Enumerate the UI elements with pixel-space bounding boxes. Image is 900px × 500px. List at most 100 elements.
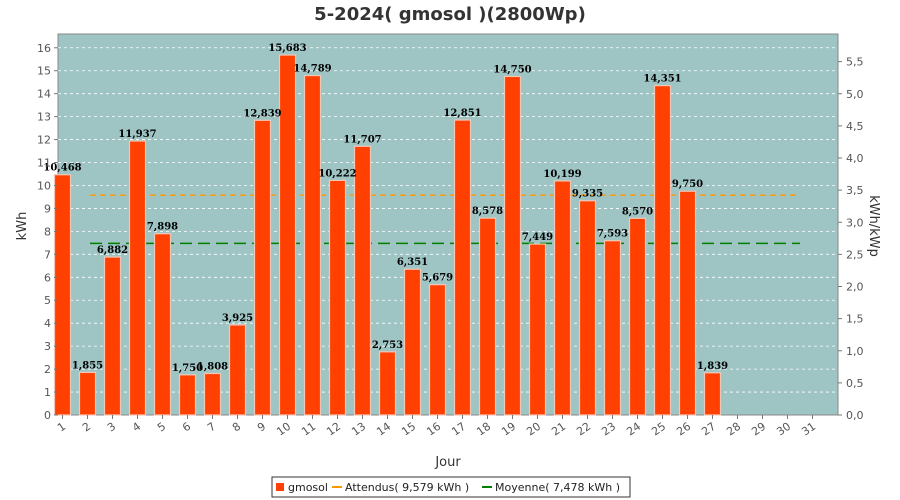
- bar: [428, 284, 447, 416]
- bar: [228, 324, 247, 416]
- y-tick-label: 4: [44, 317, 51, 330]
- data-label: 11,707: [343, 134, 381, 145]
- bar: [203, 372, 222, 416]
- data-label: 12,851: [443, 108, 481, 119]
- data-label: 7,449: [522, 232, 553, 243]
- x-axis: 1 2 3 4 5 6 7 8 9 10 11 12 13 14 15 16 17 18 19 20 21 22 23 24 2…: [55, 415, 818, 438]
- bar: [253, 119, 272, 416]
- y2-tick-label: 1,0: [846, 345, 864, 358]
- data-label: 6,351: [397, 257, 428, 268]
- y-tick-label: 15: [37, 65, 51, 78]
- bar: [478, 217, 497, 416]
- y2-axis-label: kWh/kWp: [866, 195, 881, 257]
- y-tick-label: 7: [44, 248, 51, 261]
- x-tick-label: 22: [574, 420, 593, 439]
- plot-area: [57, 33, 839, 416]
- x-tick-label: 13: [349, 420, 368, 439]
- bar: [553, 180, 572, 416]
- bar: [103, 256, 122, 416]
- y-tick-label: 8: [44, 225, 51, 238]
- data-label: 8,578: [472, 206, 503, 217]
- bar: [703, 372, 722, 416]
- bar: [503, 75, 522, 416]
- y-axis-label: kWh: [15, 212, 30, 241]
- x-tick-label: 26: [674, 420, 693, 439]
- x-tick-label: 2: [80, 420, 93, 435]
- y-tick-label: 12: [37, 134, 51, 147]
- data-label: 10,468: [43, 163, 81, 174]
- x-tick-label: 19: [499, 420, 518, 439]
- legend-label-attendus: Attendus( 9,579 kWh ): [345, 481, 469, 494]
- x-tick-label: 18: [474, 420, 493, 439]
- y-tick-label: 11: [37, 157, 51, 170]
- data-label: 10,199: [543, 169, 581, 180]
- data-label: 2,753: [372, 340, 403, 351]
- bar: [53, 174, 72, 416]
- y2-tick-label: 0,5: [846, 377, 864, 390]
- bar: [78, 371, 97, 416]
- data-label: 12,839: [243, 108, 281, 119]
- y-tick-label: 13: [37, 111, 51, 124]
- bar: [628, 217, 647, 416]
- x-tick-label: 27: [699, 420, 718, 439]
- data-label: 9,750: [672, 179, 703, 190]
- legend-swatch-gmosol: [276, 483, 284, 491]
- legend-label-moyenne: Moyenne( 7,478 kWh ): [495, 481, 620, 494]
- bar: [278, 54, 297, 416]
- y2-tick-label: 0,0: [846, 409, 864, 422]
- x-tick-label: 31: [799, 420, 818, 439]
- bar: [328, 179, 347, 416]
- y-tick-label: 14: [37, 88, 51, 101]
- legend: gmosol Attendus( 9,579 kWh ) Moyenne( 7,47…: [271, 476, 631, 498]
- x-tick-label: 11: [299, 420, 318, 439]
- y-tick-label: 0: [44, 409, 51, 422]
- data-label: 14,789: [293, 64, 331, 75]
- bar: [128, 140, 147, 416]
- x-tick-label: 5: [155, 420, 168, 435]
- bar: [678, 190, 697, 416]
- x-tick-label: 6: [180, 420, 193, 435]
- bar: [303, 74, 322, 416]
- x-tick-label: 21: [549, 420, 568, 439]
- data-label: 8,570: [622, 206, 653, 217]
- data-label: 10,222: [318, 168, 356, 179]
- y2-tick-label: 5,5: [846, 56, 864, 69]
- data-label: 11,937: [118, 129, 156, 140]
- y-axis-right: 0,0 0,5 1,0 1,5 2,0 2,5 3,0 3,5 4,0 4,5 5,0 5,5: [838, 56, 864, 422]
- bars: [53, 54, 722, 416]
- bar: [578, 200, 597, 416]
- bar: [603, 240, 622, 416]
- bar: [153, 233, 172, 416]
- x-axis-label: Jour: [434, 455, 461, 470]
- x-tick-label: 25: [649, 420, 668, 439]
- x-tick-label: 14: [374, 420, 393, 439]
- data-label: 1,808: [197, 362, 228, 373]
- legend-label-gmosol: gmosol: [288, 481, 328, 494]
- x-tick-label: 24: [624, 420, 643, 439]
- data-label: 6,882: [97, 245, 128, 256]
- y2-tick-label: 4,0: [846, 152, 864, 165]
- bar: [378, 351, 397, 416]
- y-tick-label: 2: [44, 363, 51, 376]
- x-tick-label: 15: [399, 420, 418, 439]
- y-tick-label: 6: [44, 271, 51, 284]
- data-label: 9,335: [572, 189, 603, 200]
- data-label: 7,898: [147, 222, 178, 233]
- bar: [653, 85, 672, 416]
- x-tick-label: 28: [724, 420, 743, 439]
- y2-tick-label: 3,0: [846, 216, 864, 229]
- bar: [353, 145, 372, 416]
- y2-tick-label: 2,5: [846, 248, 864, 261]
- data-label: 5,679: [422, 273, 453, 284]
- x-tick-label: 7: [205, 420, 218, 435]
- x-tick-label: 30: [774, 420, 793, 439]
- x-tick-label: 12: [324, 420, 343, 439]
- y2-tick-label: 5,0: [846, 88, 864, 101]
- data-label: 14,750: [493, 64, 531, 75]
- data-label: 1,855: [72, 360, 103, 371]
- x-tick-label: 3: [105, 420, 118, 435]
- x-tick-label: 8: [230, 420, 243, 435]
- grid-lines: [58, 47, 838, 393]
- data-label: 1,839: [697, 361, 728, 372]
